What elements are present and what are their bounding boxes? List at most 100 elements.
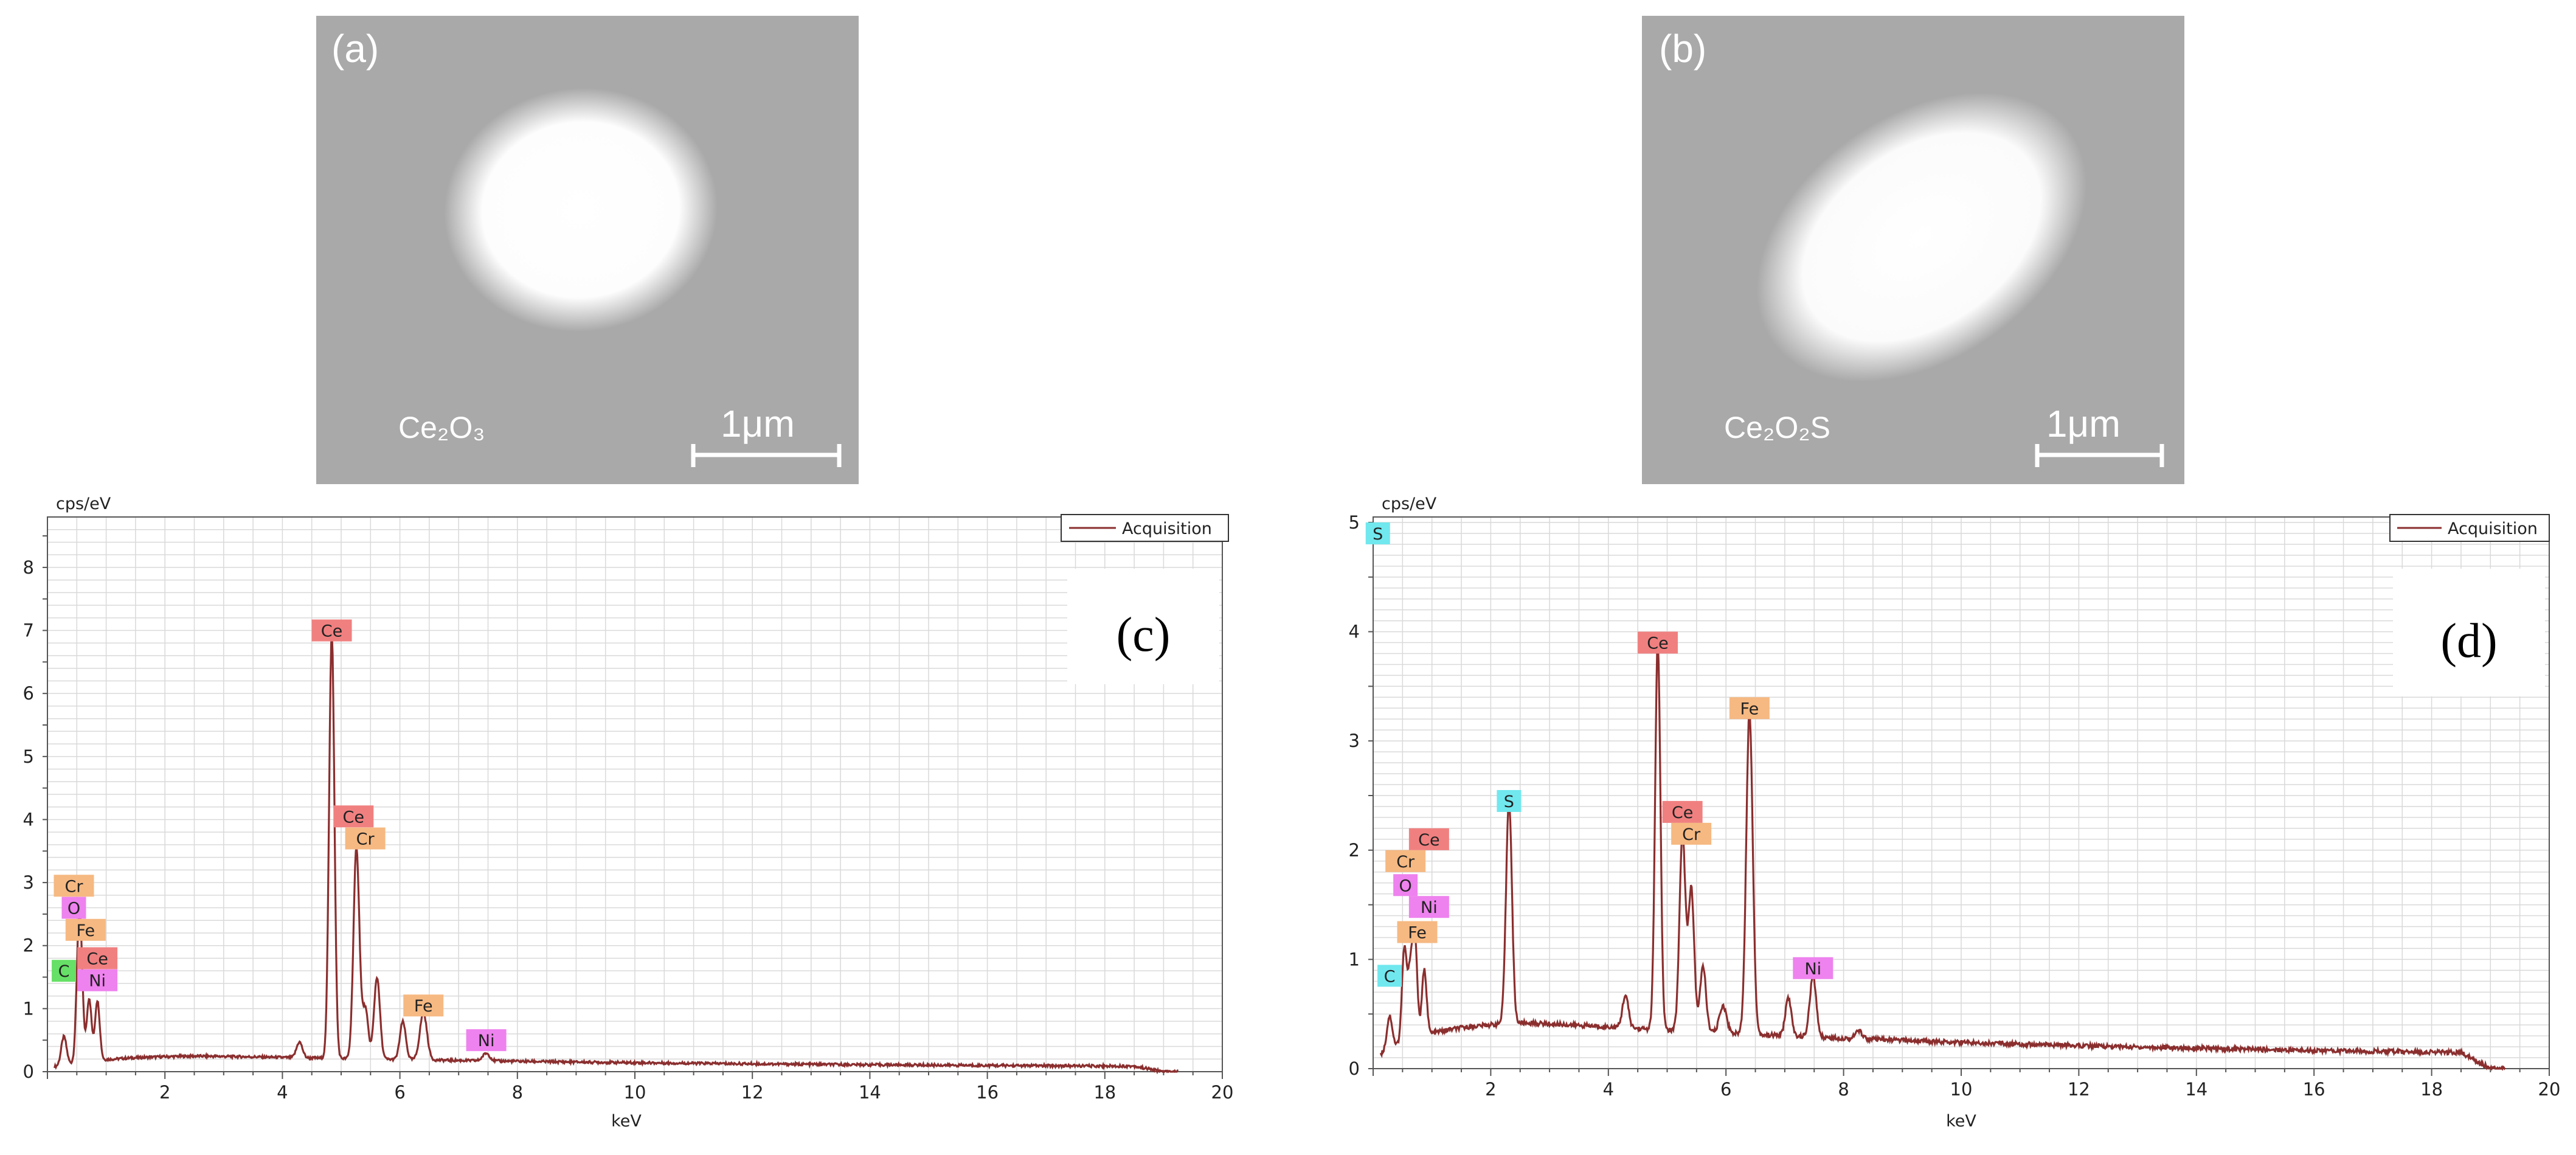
element-label-box [1365,522,1390,544]
element-label-cr: Cr [1385,850,1426,872]
element-label-fe: Fe [1729,697,1770,720]
chart-c-panel-letter-box [1067,569,1219,684]
x-tick-label: 16 [976,1082,999,1103]
element-label-box [52,960,77,982]
element-label-box [1662,800,1703,823]
element-label-ni: Ni [1408,896,1449,918]
element-label-text: Cr [1396,853,1415,872]
element-label-text: Ce [1647,634,1668,653]
y-tick-label: 0 [1349,1058,1360,1079]
sem-a-scale-text: 1μm [721,403,795,445]
x-tick-label: 20 [1211,1082,1234,1103]
element-label-box [1638,631,1678,654]
element-label-box [61,897,86,919]
element-label-text: Ni [1804,960,1821,979]
element-label-cr: Cr [54,875,94,897]
element-label-box [1397,921,1438,943]
chart-c-axes [43,516,1223,1079]
y-tick-label: 7 [23,620,34,641]
x-tick-label: 14 [859,1082,881,1103]
element-label-c: C [1377,965,1402,987]
chart-c-legend: Acquisition [1061,514,1229,542]
y-tick-label: 8 [23,557,34,578]
chart-c-legend-label: Acquisition [1122,519,1212,538]
sem-image-a: (a) Ce₂O₃ 1μm [316,16,859,484]
x-tick-label: 4 [277,1082,288,1103]
element-label-text: S [1504,793,1514,811]
x-tick-label: 6 [394,1082,405,1103]
sem-b-particle [1756,92,2087,382]
y-tick-label: 4 [1349,622,1360,642]
element-label-text: Ni [89,972,106,991]
element-label-fe: Fe [1397,921,1438,943]
element-label-ce: Ce [1408,828,1449,850]
x-tick-label: 8 [1838,1079,1849,1100]
element-label-box [1671,822,1712,845]
x-tick-label: 16 [2303,1079,2325,1100]
chart-d-panel-letter: (d) [2440,614,2497,668]
element-label-cr: Cr [345,827,386,850]
x-tick-label: 18 [1093,1082,1116,1103]
sem-b-phase-label: Ce₂O₂S [1724,411,1830,445]
element-label-text: Ce [321,622,342,641]
element-label-text: Ni [1421,898,1438,917]
element-label-ce: Ce [1662,800,1703,823]
element-label-text: Cr [1682,825,1701,844]
chart-d-grid [1373,517,2550,1069]
x-tick-label: 4 [1603,1079,1614,1100]
chart-d-ylabel: cps/eV [1382,494,1437,513]
element-label-c: C [52,960,77,982]
element-label-text: Ce [343,808,364,827]
x-tick-label: 2 [1485,1079,1496,1100]
chart-d-axes [1368,516,2550,1076]
sem-a-panel-label: (a) [331,27,379,71]
y-tick-label: 3 [1349,730,1360,751]
element-label-text: Fe [76,921,95,940]
element-label-box [1497,789,1522,812]
element-label-ni: Ni [1793,957,1833,979]
element-label-box [345,827,386,850]
chart-c-grid [47,516,1223,1072]
element-label-ce: Ce [1638,631,1678,654]
sem-b-panel-label: (b) [1659,27,1706,71]
x-tick-label: 18 [2420,1079,2443,1100]
x-tick-label: 20 [2538,1079,2561,1100]
x-tick-label: 2 [159,1082,170,1103]
chart-c-spectrum-line [54,634,1179,1075]
y-tick-label: 6 [23,683,34,704]
x-tick-label: 12 [741,1082,764,1103]
chart-c-panel-letter: (c) [1117,608,1171,662]
element-label-text: Ce [1672,803,1693,822]
chart-d-spectrum-line [1379,642,2506,1071]
element-label-box [1408,828,1449,850]
y-tick-label: 1 [1349,949,1360,969]
element-label-text: C [1384,967,1396,986]
y-tick-label: 0 [23,1061,34,1082]
element-label-box [1393,874,1418,897]
chart-d-legend-label: Acquisition [2448,519,2538,538]
y-tick-label: 4 [23,809,34,830]
element-label-box [1793,957,1833,979]
element-label-box [77,947,118,969]
chart-c-xlabel: keV [611,1112,642,1131]
sem-b-scale-bar [2035,444,2164,467]
element-label-box [1385,850,1426,872]
element-label-box [311,619,352,642]
element-label-text: S [1373,525,1383,544]
x-tick-label: 12 [2068,1079,2090,1100]
element-label-fe: Fe [65,918,106,941]
y-tick-label: 2 [23,935,34,956]
element-label-ce: Ce [77,947,118,969]
element-label-text: Fe [1740,699,1759,718]
element-label-box [466,1029,507,1052]
element-label-text: O [68,900,80,918]
element-label-box [65,918,106,941]
element-label-ni: Ni [466,1029,507,1052]
element-label-text: Ni [478,1032,495,1050]
y-tick-label: 5 [23,746,34,767]
element-label-box [1729,697,1770,720]
element-label-box [1377,965,1402,987]
